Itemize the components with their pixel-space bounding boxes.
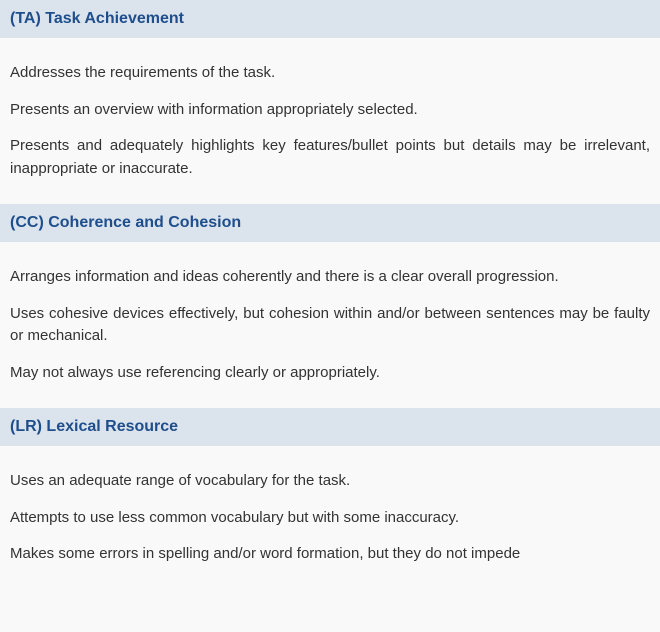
descriptor-text: Presents an overview with information ap…: [10, 99, 650, 122]
descriptor-text: Arranges information and ideas coherentl…: [10, 266, 650, 289]
descriptor-text: Attempts to use less common vocabulary b…: [10, 507, 650, 530]
section-header-ta: (TA) Task Achievement: [0, 0, 660, 38]
section-header-text: (CC) Coherence and Cohesion: [10, 214, 241, 231]
descriptor-text: Addresses the requirements of the task.: [10, 62, 650, 85]
descriptor-text: Presents and adequately highlights key f…: [10, 135, 650, 180]
descriptor-text: Makes some errors in spelling and/or wor…: [10, 543, 650, 566]
rubric-page: (TA) Task Achievement Addresses the requ…: [0, 0, 660, 590]
section-header-lr: (LR) Lexical Resource: [0, 408, 660, 446]
section-header-text: (TA) Task Achievement: [10, 10, 184, 27]
section-body-ta: Addresses the requirements of the task. …: [10, 38, 650, 204]
section-body-cc: Arranges information and ideas coherentl…: [10, 242, 650, 408]
descriptor-text: May not always use referencing clearly o…: [10, 362, 650, 385]
section-header-cc: (CC) Coherence and Cohesion: [0, 204, 660, 242]
section-header-text: (LR) Lexical Resource: [10, 418, 178, 435]
descriptor-text: Uses cohesive devices effectively, but c…: [10, 303, 650, 348]
descriptor-text: Uses an adequate range of vocabulary for…: [10, 470, 650, 493]
section-body-lr: Uses an adequate range of vocabulary for…: [10, 446, 650, 590]
